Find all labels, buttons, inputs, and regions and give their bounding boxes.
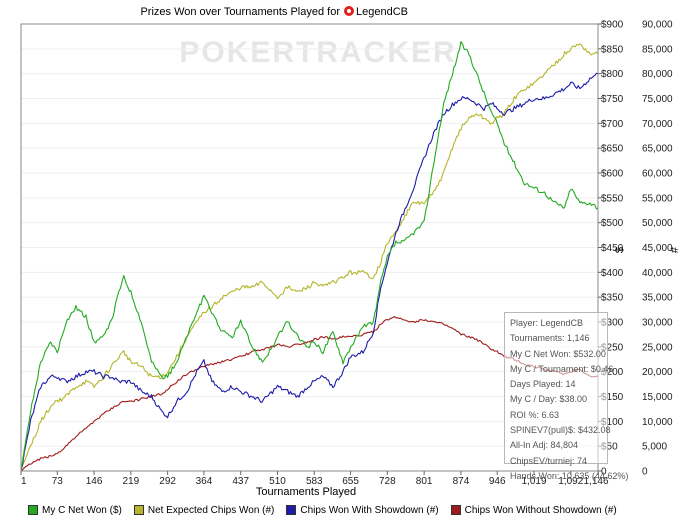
y-left-tick-label: $100: [601, 417, 624, 428]
y-left-tick-label: $250: [601, 342, 624, 353]
y-left-tick-label: $450: [601, 243, 624, 254]
legend: My C Net Won ($) Net Expected Chips Won …: [28, 502, 617, 518]
watermark: POKERTRACKER: [179, 36, 456, 69]
legend-swatch-expected-chips: [133, 505, 144, 515]
x-tick-label: 874: [453, 476, 470, 487]
legend-swatch-net-won: [28, 505, 38, 515]
grid: [21, 48, 598, 447]
y-left-tick-label: $700: [601, 119, 624, 130]
y-right-tick-label: 50,000: [642, 218, 673, 229]
x-tick-label: 946: [489, 476, 506, 487]
x-tick-label: 1,019: [521, 476, 546, 487]
y-right-tick-label: 5,000: [642, 442, 667, 453]
legend-swatch-with-showdown: [286, 505, 297, 515]
y-left-tick-label: $300: [601, 318, 624, 329]
y-axis-right-title: #: [669, 246, 681, 253]
stats-line-per-tournament: My C / Tournament: $0.46: [510, 363, 614, 374]
y-left-tick-label: $900: [601, 20, 624, 31]
stats-line-net-won: My C Net Won: $532.00: [510, 348, 606, 359]
x-tick-label: 219: [123, 476, 140, 487]
y-right-tick-label: 55,000: [642, 193, 673, 204]
y-left-tick-label: $650: [601, 144, 624, 155]
series-line-2: [20, 72, 599, 472]
y-right-tick-label: 90,000: [642, 20, 673, 31]
x-tick-label: 1: [21, 476, 27, 487]
y-right-tick-label: 65,000: [642, 144, 673, 155]
y-right-tick-label: 60,000: [642, 169, 673, 180]
stats-box: Player: LegendCB Tournaments: 1,146 My C…: [504, 312, 628, 481]
y-right-tick-label: 30,000: [642, 318, 673, 329]
x-tick-label: 1,146: [583, 476, 608, 487]
y-axis-right: 0 5,000 10,000 15,000 20,000 25,000 30,000 35,0…: [642, 20, 673, 478]
x-tick-label: 728: [379, 476, 396, 487]
x-tick-label: 801: [416, 476, 433, 487]
y-right-tick-label: 10,000: [642, 417, 673, 428]
series-line-0: [20, 41, 599, 472]
y-axis-left: 0 $50 $100 $150 $200 $250 $300 $350 $400 $450 $500…: [598, 20, 624, 478]
legend-label-without-showdown: Chips Won Without Showdown (#): [464, 504, 617, 516]
y-left-tick-label: 0: [601, 467, 607, 478]
y-left-tick-label: $600: [601, 169, 624, 180]
x-tick-label: 146: [86, 476, 103, 487]
x-tick-label: 655: [342, 476, 359, 487]
chart-title: Prizes Won over Tournaments Played for: [140, 6, 340, 18]
y-right-tick-label: 15,000: [642, 392, 673, 403]
y-right-tick-label: 70,000: [642, 119, 673, 130]
stats-line-per-day: My C / Day: $38.00: [510, 394, 588, 405]
y-right-tick-label: 40,000: [642, 268, 673, 279]
y-left-tick-label: $400: [601, 268, 624, 279]
y-left-tick-label: $350: [601, 293, 624, 304]
stats-line-allin-adj: All-In Adj: 84,804: [510, 440, 579, 451]
legend-item-with-showdown[interactable]: Chips Won With Showdown (#): [286, 504, 439, 516]
y-left-tick-label: $200: [601, 367, 624, 378]
poker-chip-icon: [344, 6, 354, 16]
y-left-tick-label: $800: [601, 69, 624, 80]
y-right-tick-label: 80,000: [642, 69, 673, 80]
x-tick-label: 73: [52, 476, 64, 487]
series-line-1: [20, 43, 599, 472]
y-right-tick-label: 20,000: [642, 367, 673, 378]
y-right-tick-label: 35,000: [642, 293, 673, 304]
stats-line-spinev: SPINEV7(pull)$: $432.08: [510, 425, 611, 436]
legend-item-without-showdown[interactable]: Chips Won Without Showdown (#): [450, 504, 617, 516]
y-right-tick-label: 75,000: [642, 94, 673, 105]
legend-label-expected-chips: Net Expected Chips Won (#): [147, 504, 275, 516]
y-right-tick-label: 25,000: [642, 342, 673, 353]
x-axis: 1 73 146 219 292 364 437 510 583 655 728 801 874 946 1…: [20, 471, 609, 487]
x-tick-label: 292: [159, 476, 176, 487]
series-line-3: [20, 316, 599, 472]
legend-label-with-showdown: Chips Won With Showdown (#): [300, 504, 439, 516]
y-right-tick-label: 45,000: [642, 243, 673, 254]
y-left-tick-label: $500: [601, 218, 624, 229]
y-left-tick-label: $150: [601, 392, 624, 403]
chart-player-name: LegendCB: [356, 6, 408, 18]
y-left-tick-label: $550: [601, 193, 624, 204]
legend-item-net-won[interactable]: My C Net Won ($): [28, 505, 122, 516]
stats-line-hands-won: Hands Won: 10,635 (44.62%): [510, 470, 629, 481]
legend-swatch-without-showdown: [450, 505, 461, 515]
y-left-tick-label: $850: [601, 44, 624, 55]
x-axis-title: Tournaments Played: [256, 486, 356, 498]
x-tick-label: 437: [232, 476, 249, 487]
stats-line-roi: ROI %: 6.63: [510, 409, 560, 420]
y-right-tick-label: 0: [642, 467, 648, 478]
x-tick-label: 1,092: [558, 476, 583, 487]
stats-line-chipsev: ChipsEV/turniej: 74: [510, 455, 588, 466]
y-axis-left-title: $: [614, 247, 626, 253]
stats-line-tournaments: Tournaments: 1,146: [510, 333, 590, 344]
x-tick-label: 364: [196, 476, 213, 487]
x-tick-label: 583: [306, 476, 323, 487]
y-left-tick-label: $50: [601, 442, 618, 453]
legend-label-net-won: My C Net Won ($): [42, 504, 122, 516]
stats-line-player: Player: LegendCB: [510, 318, 584, 328]
series-layer: [20, 41, 599, 472]
y-left-tick-label: $750: [601, 94, 624, 105]
x-tick-label: 510: [269, 476, 286, 487]
stats-line-days-played: Days Played: 14: [510, 379, 576, 390]
y-right-tick-label: 85,000: [642, 44, 673, 55]
legend-item-expected-chips[interactable]: Net Expected Chips Won (#): [133, 504, 275, 516]
